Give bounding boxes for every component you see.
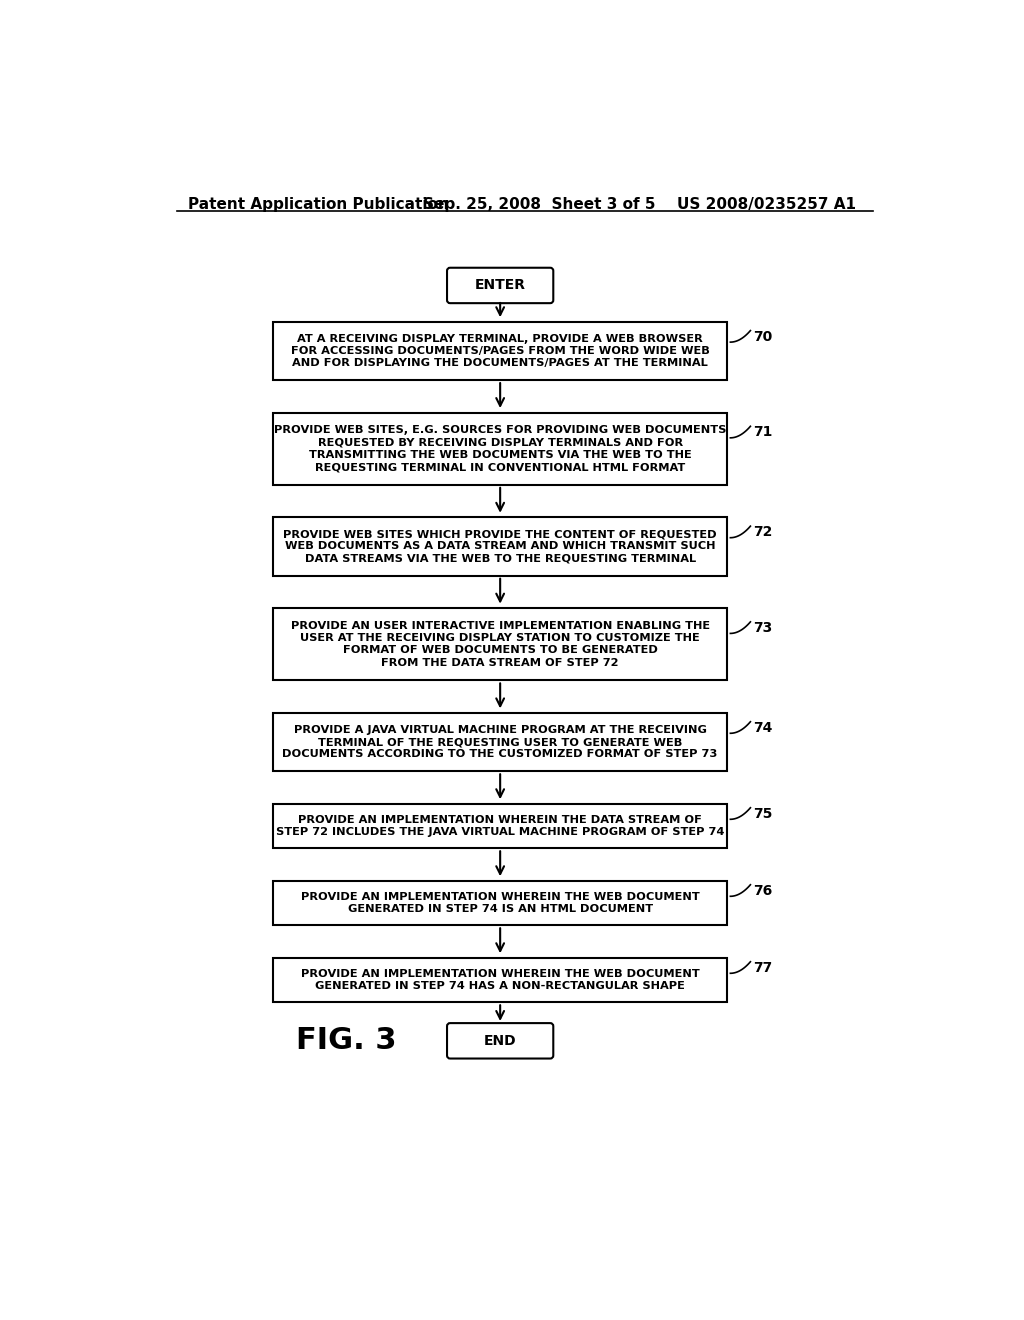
Text: US 2008/0235257 A1: US 2008/0235257 A1 xyxy=(677,197,856,213)
FancyBboxPatch shape xyxy=(273,713,727,771)
FancyBboxPatch shape xyxy=(273,804,727,849)
FancyBboxPatch shape xyxy=(273,517,727,576)
Text: FIG. 3: FIG. 3 xyxy=(296,1027,396,1055)
FancyBboxPatch shape xyxy=(273,958,727,1002)
Text: 70: 70 xyxy=(754,330,773,343)
FancyBboxPatch shape xyxy=(273,412,727,484)
Text: PROVIDE AN IMPLEMENTATION WHEREIN THE WEB DOCUMENT
GENERATED IN STEP 74 HAS A NO: PROVIDE AN IMPLEMENTATION WHEREIN THE WE… xyxy=(301,969,699,991)
Text: PROVIDE AN IMPLEMENTATION WHEREIN THE DATA STREAM OF
STEP 72 INCLUDES THE JAVA V: PROVIDE AN IMPLEMENTATION WHEREIN THE DA… xyxy=(276,814,724,837)
Text: PROVIDE AN USER INTERACTIVE IMPLEMENTATION ENABLING THE
USER AT THE RECEIVING DI: PROVIDE AN USER INTERACTIVE IMPLEMENTATI… xyxy=(291,620,710,668)
Text: PROVIDE WEB SITES WHICH PROVIDE THE CONTENT OF REQUESTED
WEB DOCUMENTS AS A DATA: PROVIDE WEB SITES WHICH PROVIDE THE CONT… xyxy=(284,529,717,564)
Text: AT A RECEIVING DISPLAY TERMINAL, PROVIDE A WEB BROWSER
FOR ACCESSING DOCUMENTS/P: AT A RECEIVING DISPLAY TERMINAL, PROVIDE… xyxy=(291,334,710,368)
Text: PROVIDE AN IMPLEMENTATION WHEREIN THE WEB DOCUMENT
GENERATED IN STEP 74 IS AN HT: PROVIDE AN IMPLEMENTATION WHEREIN THE WE… xyxy=(301,892,699,915)
FancyBboxPatch shape xyxy=(273,880,727,925)
Text: 77: 77 xyxy=(754,961,773,975)
Text: PROVIDE WEB SITES, E.G. SOURCES FOR PROVIDING WEB DOCUMENTS
REQUESTED BY RECEIVI: PROVIDE WEB SITES, E.G. SOURCES FOR PROV… xyxy=(274,425,726,473)
Text: 76: 76 xyxy=(754,884,773,898)
Text: 71: 71 xyxy=(754,425,773,440)
Text: 74: 74 xyxy=(754,721,773,735)
Text: PROVIDE A JAVA VIRTUAL MACHINE PROGRAM AT THE RECEIVING
TERMINAL OF THE REQUESTI: PROVIDE A JAVA VIRTUAL MACHINE PROGRAM A… xyxy=(283,725,718,759)
Text: ENTER: ENTER xyxy=(475,279,525,293)
Text: Patent Application Publication: Patent Application Publication xyxy=(188,197,450,213)
FancyBboxPatch shape xyxy=(447,268,553,304)
Text: 72: 72 xyxy=(754,525,773,540)
Text: 75: 75 xyxy=(754,807,773,821)
Text: END: END xyxy=(484,1034,516,1048)
FancyBboxPatch shape xyxy=(273,322,727,380)
FancyBboxPatch shape xyxy=(273,609,727,681)
FancyBboxPatch shape xyxy=(447,1023,553,1059)
Text: Sep. 25, 2008  Sheet 3 of 5: Sep. 25, 2008 Sheet 3 of 5 xyxy=(423,197,655,213)
Text: 73: 73 xyxy=(754,620,773,635)
